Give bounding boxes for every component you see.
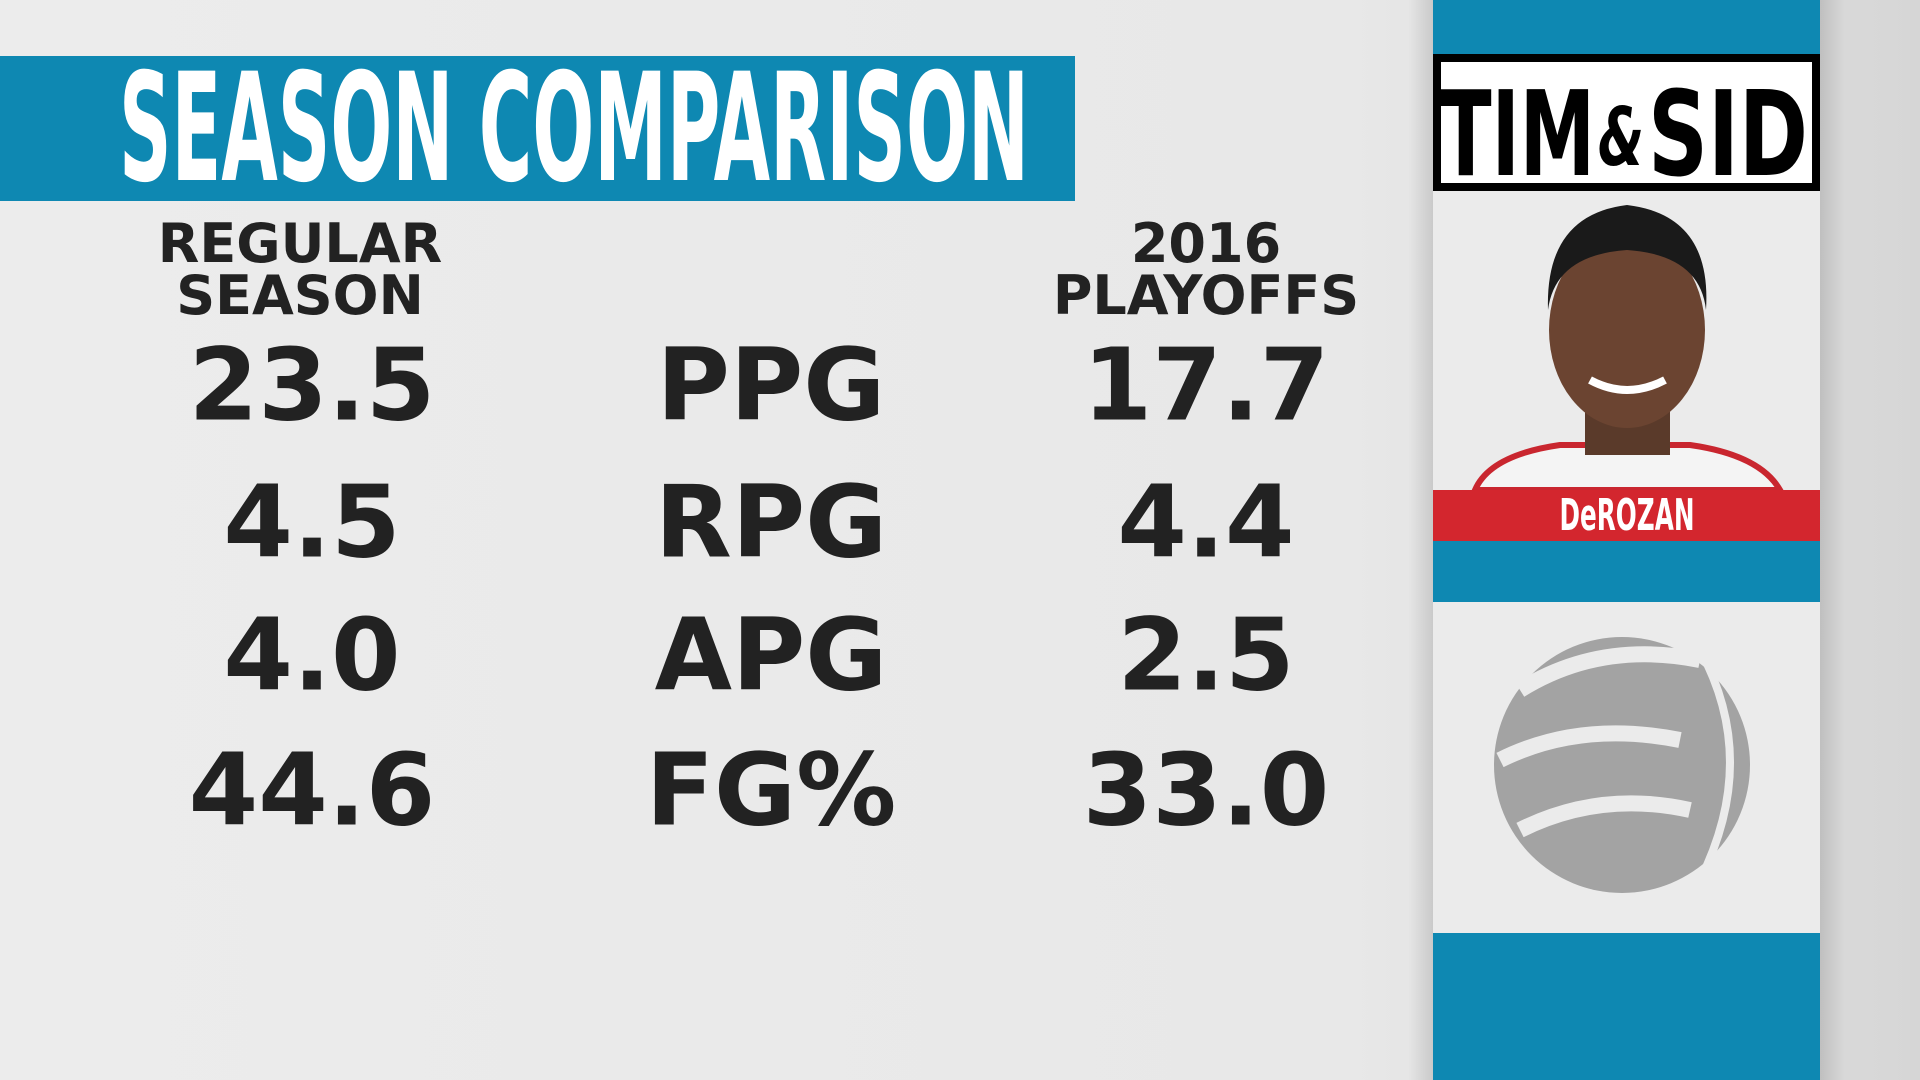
regular-season-value: 4.5 xyxy=(223,463,400,580)
player-photo xyxy=(1470,205,1786,493)
logo-amp: & xyxy=(1598,91,1644,184)
sidebar-shadow xyxy=(1408,0,1433,1080)
column-header: SEASON xyxy=(176,264,424,327)
title: SEASON COMPARISON xyxy=(119,42,1029,216)
column-header: PLAYOFFS xyxy=(1053,264,1359,327)
player-name: DeROZAN xyxy=(1560,490,1695,541)
column-header: 2016 xyxy=(1131,212,1281,275)
stat-label: FG% xyxy=(646,731,897,848)
sidebar-shadow xyxy=(1820,0,1845,1080)
logo-text: TIM xyxy=(1440,65,1595,203)
stat-label: RPG xyxy=(655,463,887,580)
playoff-value: 4.4 xyxy=(1117,463,1294,580)
stat-rows: 23.5 PPG 17.7 4.5 RPG 4.4 4.0 APG 2.5 44.6 FG% 33.0 xyxy=(189,326,1330,848)
logo-inner xyxy=(1441,62,1812,183)
title-banner xyxy=(0,56,1075,201)
stat-label: PPG xyxy=(657,326,886,443)
regular-season-value: 44.6 xyxy=(189,731,436,848)
playoff-value: 33.0 xyxy=(1083,731,1330,848)
regular-season-value: 4.0 xyxy=(223,596,400,713)
name-bar xyxy=(1433,490,1820,541)
regular-season-value: 23.5 xyxy=(189,326,436,443)
column-header: REGULAR xyxy=(158,212,442,275)
playoff-value: 2.5 xyxy=(1117,596,1294,713)
team-logo xyxy=(1494,637,1750,893)
stat-label: APG xyxy=(655,596,888,713)
playoff-value: 17.7 xyxy=(1083,326,1330,443)
logo-text: SID xyxy=(1648,65,1808,203)
